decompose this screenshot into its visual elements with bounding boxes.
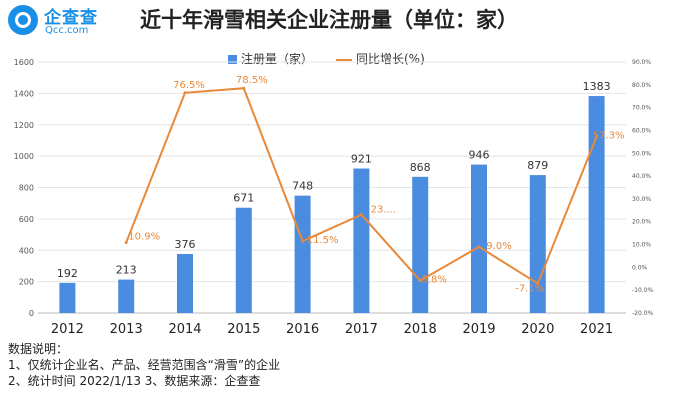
bar-data-label: 879 <box>527 159 548 172</box>
bar <box>59 282 76 313</box>
x-tick-label: 2019 <box>462 322 495 337</box>
y-right-tick-label: 20.0% <box>632 219 651 226</box>
y-right-tick-label: -20.0% <box>632 310 654 317</box>
y-right-tick-label: 70.0% <box>632 105 651 112</box>
bar <box>529 175 546 313</box>
y-right-tick-label: 40.0% <box>632 173 651 180</box>
growth-point <box>359 213 363 217</box>
x-tick-label: 2020 <box>521 322 554 337</box>
bar <box>471 164 487 313</box>
growth-data-label: 10.9% <box>128 231 160 242</box>
bar <box>588 96 605 314</box>
growth-point <box>124 240 128 244</box>
qcc-logo: 企查查 Qcc.com <box>8 3 128 43</box>
growth-point <box>595 135 599 139</box>
bar-data-label: 748 <box>292 180 313 193</box>
notes-line-2: 2、统计时间 2022/1/13 3、数据来源：企查查 <box>8 374 261 388</box>
y-left-tick-label: 800 <box>19 184 34 193</box>
notes-line-1: 1、仅统计企业名、产品、经营范围含“滑雪”的企业 <box>8 358 281 372</box>
x-tick-label: 2013 <box>110 322 143 337</box>
y-right-tick-label: 30.0% <box>632 196 651 203</box>
bar <box>412 176 429 313</box>
legend-swatch-line <box>336 58 352 61</box>
x-tick-label: 2018 <box>404 322 437 337</box>
y-left-tick-label: 1200 <box>14 121 34 130</box>
x-tick-label: 2021 <box>580 322 613 337</box>
growth-data-label: 57.3% <box>593 131 625 142</box>
growth-data-label: 76.5% <box>173 80 205 91</box>
y-left-tick-label: 1600 <box>14 58 34 67</box>
notes-heading: 数据说明： <box>8 342 69 356</box>
y-right-tick-label: -10.0% <box>632 287 654 294</box>
bar-data-label: 921 <box>351 153 372 166</box>
bar <box>235 207 252 313</box>
y-left-tick-label: 600 <box>19 215 34 224</box>
growth-data-label: 78.5% <box>236 75 268 86</box>
bar-data-label: 868 <box>410 161 431 174</box>
y-left-tick-label: 400 <box>19 246 34 255</box>
bar-data-label: 1383 <box>583 80 611 93</box>
x-tick-label: 2014 <box>168 322 201 337</box>
bar <box>353 168 370 313</box>
bar-data-label: 376 <box>175 238 196 251</box>
y-right-tick-label: 10.0% <box>632 242 651 249</box>
growth-point <box>242 86 246 90</box>
bar-data-label: 192 <box>57 267 78 280</box>
y-left-tick-label: 1000 <box>14 152 34 161</box>
bar <box>118 279 135 313</box>
growth-point <box>536 282 540 286</box>
growth-data-label: 11.5% <box>307 235 339 246</box>
growth-data-label: -7.1% <box>515 284 544 295</box>
bar-data-label: 671 <box>233 192 254 205</box>
y-left-tick-label: 200 <box>19 278 34 287</box>
logo-subtitle: Qcc.com <box>45 25 89 36</box>
chart-title: 近十年滑雪相关企业注册量（单位：家） <box>140 8 518 32</box>
x-tick-label: 2017 <box>345 322 378 337</box>
growth-data-label: 23.... <box>371 205 396 216</box>
bar <box>294 195 311 313</box>
y-right-tick-label: 50.0% <box>632 150 651 157</box>
bar-data-label: 213 <box>116 264 137 277</box>
y-right-tick-label: 60.0% <box>632 127 651 134</box>
data-notes: 数据说明： 1、仅统计企业名、产品、经营范围含“滑雪”的企业 2、统计时间 20… <box>8 341 280 389</box>
growth-point <box>301 239 305 243</box>
logo-mark-icon <box>8 5 38 35</box>
y-left-tick-label: 1400 <box>14 89 34 98</box>
legend-swatch-bar <box>228 55 237 64</box>
x-tick-label: 2016 <box>286 322 319 337</box>
y-left-tick-label: 0 <box>29 309 34 318</box>
growth-point <box>418 279 422 283</box>
x-tick-label: 2015 <box>227 322 260 337</box>
y-right-tick-label: 90.0% <box>632 59 651 66</box>
x-tick-label: 2012 <box>51 322 84 337</box>
bar <box>177 254 193 313</box>
growth-data-label: 9.0% <box>486 241 511 252</box>
growth-point <box>183 91 187 95</box>
bar-data-label: 946 <box>469 149 490 162</box>
y-right-tick-label: 80.0% <box>632 82 651 89</box>
y-right-tick-label: 0.0% <box>632 264 648 271</box>
growth-data-label: 5.8% <box>421 275 446 286</box>
growth-point <box>477 245 481 249</box>
logo-name: 企查查 <box>44 8 98 28</box>
